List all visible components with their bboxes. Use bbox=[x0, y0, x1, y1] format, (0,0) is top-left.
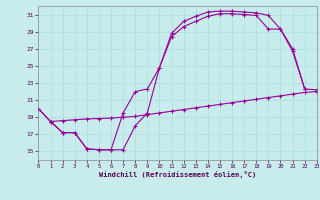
X-axis label: Windchill (Refroidissement éolien,°C): Windchill (Refroidissement éolien,°C) bbox=[99, 171, 256, 178]
